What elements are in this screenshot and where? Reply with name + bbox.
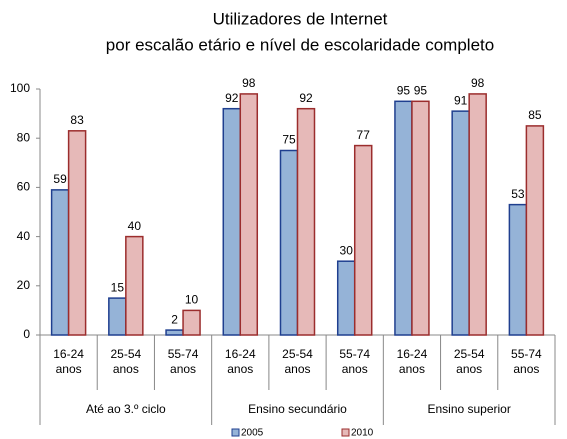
y-tick-label: 40 — [17, 229, 31, 243]
bar — [279, 149, 299, 336]
value-label: 77 — [357, 128, 371, 142]
x-tick-label: 25-54 — [110, 347, 141, 361]
x-tick-label: anos — [513, 362, 539, 376]
value-label: 98 — [471, 76, 485, 90]
bar — [125, 235, 144, 336]
y-tick-label: 60 — [17, 180, 31, 194]
value-label: 85 — [528, 108, 542, 122]
bar — [336, 260, 356, 336]
legend-swatch — [231, 428, 240, 437]
group-label: Ensino superior — [427, 402, 510, 416]
bar — [108, 297, 127, 336]
value-label: 91 — [454, 93, 468, 107]
x-tick-label: 16-24 — [397, 347, 428, 361]
x-tick-label: anos — [399, 362, 425, 376]
x-tick-label: anos — [170, 362, 196, 376]
legend-label: 2005 — [241, 428, 264, 439]
value-label: 30 — [340, 243, 354, 257]
bar — [182, 309, 201, 336]
value-label: 59 — [53, 172, 67, 186]
bar — [451, 110, 470, 336]
x-tick-label: anos — [342, 362, 368, 376]
y-tick-label: 100 — [10, 81, 30, 95]
chart-title: Utilizadores de Internet — [213, 9, 388, 28]
value-label: 2 — [171, 312, 178, 326]
value-label: 92 — [299, 91, 313, 105]
x-tick-label: anos — [56, 362, 82, 376]
x-tick-label: 16-24 — [225, 347, 256, 361]
bar — [165, 329, 184, 336]
x-tick-label: 16-24 — [53, 347, 84, 361]
bar — [50, 189, 70, 336]
value-label: 40 — [128, 219, 142, 233]
x-tick-label: 55-74 — [168, 347, 199, 361]
value-label: 95 — [414, 83, 428, 97]
value-label: 15 — [111, 280, 125, 294]
x-tick-label: anos — [284, 362, 310, 376]
x-tick-label: anos — [456, 362, 482, 376]
chart-subtitle: por escalão etário e nível de escolarida… — [106, 35, 494, 54]
group-label: Ensino secundário — [248, 402, 347, 416]
value-label: 83 — [70, 113, 84, 127]
x-tick-label: 55-74 — [511, 347, 542, 361]
bar — [353, 144, 373, 336]
value-label: 95 — [397, 83, 411, 97]
value-label: 98 — [242, 76, 256, 90]
bar — [222, 107, 242, 336]
x-tick-label: 55-74 — [339, 347, 370, 361]
x-tick-label: 25-54 — [282, 347, 313, 361]
legend-label: 2010 — [351, 428, 374, 439]
x-tick-label: 25-54 — [454, 347, 485, 361]
y-tick-label: 0 — [23, 327, 30, 341]
value-label: 53 — [511, 187, 525, 201]
x-tick-label: anos — [113, 362, 139, 376]
value-label: 10 — [185, 293, 199, 307]
bar — [468, 93, 487, 336]
bar — [525, 125, 545, 336]
group-label: Até ao 3.º ciclo — [86, 402, 166, 416]
bar — [508, 203, 528, 336]
bar — [67, 130, 87, 336]
y-tick-label: 80 — [17, 130, 31, 144]
value-label: 92 — [225, 91, 239, 105]
bar — [296, 107, 316, 336]
legend-swatch — [341, 428, 350, 437]
bar — [411, 100, 430, 336]
bar — [239, 93, 259, 336]
x-tick-label: anos — [227, 362, 253, 376]
bar — [394, 100, 413, 336]
value-label: 75 — [282, 133, 296, 147]
y-tick-label: 20 — [17, 278, 31, 292]
